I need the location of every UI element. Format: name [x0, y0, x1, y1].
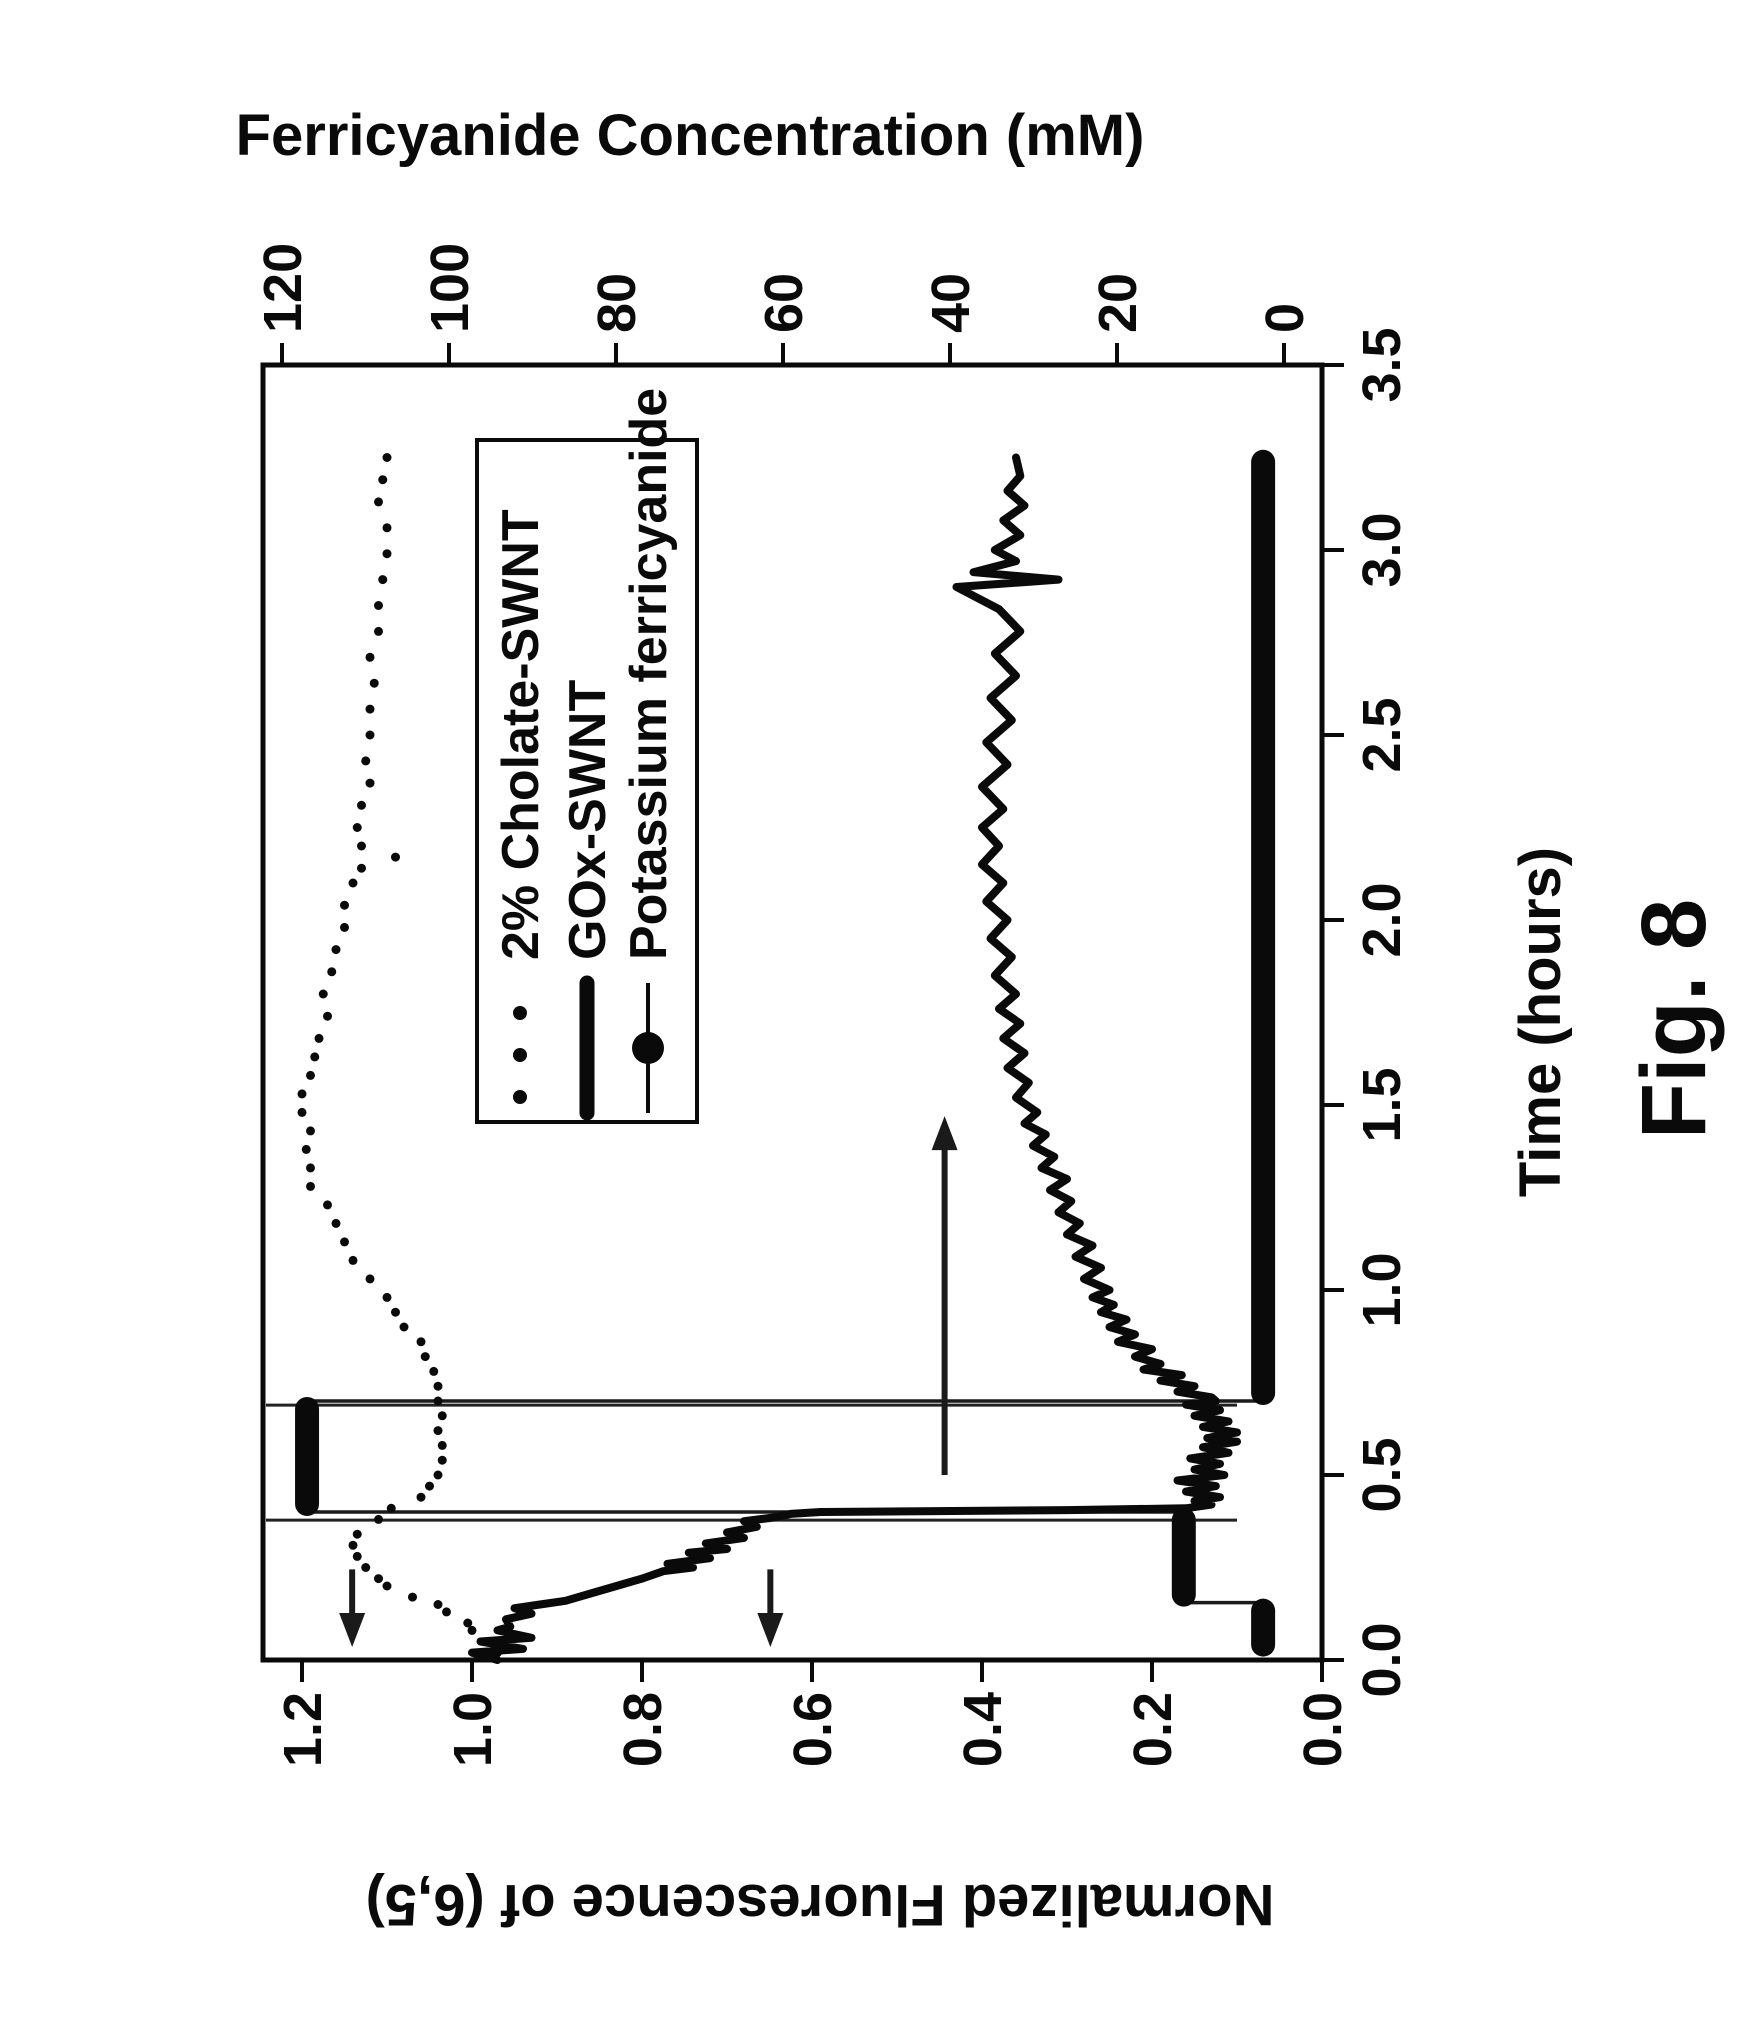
svg-text:100: 100: [420, 243, 480, 333]
fluorescence-axis-title: Normalized Fluorescence of (6,5): [366, 1872, 1275, 1937]
legend-box: [475, 438, 699, 1124]
series-gox-swnt: [468, 453, 1241, 1664]
svg-text:0.6: 0.6: [783, 1692, 843, 1767]
svg-text:80: 80: [587, 273, 647, 333]
injection-event-lines: [266, 1403, 1237, 1522]
legend-item-cholate: 2% Cholate-SWNT: [492, 509, 550, 1104]
fluorescence-axis-ticks: 0.0 0.2 0.4 0.6 0.8 1.0 1.2: [273, 1660, 1353, 1767]
svg-text:3.0: 3.0: [1352, 512, 1412, 587]
plot-frame: [260, 362, 1325, 1663]
svg-text:0: 0: [1255, 303, 1315, 333]
line-circle-marker-icon: [632, 983, 664, 1113]
legend-label-gox: GOx-SWNT: [559, 680, 617, 960]
svg-text:1.5: 1.5: [1352, 1067, 1412, 1142]
svg-text:40: 40: [921, 273, 981, 333]
concentration-axis-title: Ferricyanide Concentration (mM): [236, 103, 1145, 168]
dotted-line-marker-icon: [513, 1006, 527, 1104]
svg-text:0.8: 0.8: [613, 1692, 673, 1767]
legend-item-ferricyanide: Potassium ferricyanide: [620, 388, 678, 1113]
legend-item-gox: GOx-SWNT: [559, 680, 617, 1121]
svg-text:1.0: 1.0: [443, 1692, 503, 1767]
svg-text:0.0: 0.0: [1352, 1622, 1412, 1697]
series-potassium-ferricyanide: [295, 449, 1276, 1657]
svg-text:2.5: 2.5: [1352, 697, 1412, 772]
legend-label-ferricyanide: Potassium ferricyanide: [620, 388, 678, 960]
svg-text:20: 20: [1088, 273, 1148, 333]
svg-text:1.2: 1.2: [273, 1692, 333, 1767]
series-cholate-swnt: [297, 453, 502, 1658]
figure-caption: Fig. 8: [1623, 899, 1725, 1139]
svg-text:3.5: 3.5: [1352, 327, 1412, 402]
svg-text:60: 60: [754, 273, 814, 333]
svg-text:0.2: 0.2: [1123, 1692, 1183, 1767]
svg-text:2.0: 2.0: [1352, 882, 1412, 957]
svg-text:0.4: 0.4: [953, 1692, 1013, 1767]
time-axis-ticks: 0.0 0.5 1.0 1.5 2.0 2.5 3.0 3.5: [1322, 327, 1412, 1698]
svg-text:0.0: 0.0: [1293, 1692, 1353, 1767]
svg-text:0.5: 0.5: [1352, 1437, 1412, 1512]
svg-text:1.0: 1.0: [1352, 1252, 1412, 1327]
annotation-arrows: [339, 1116, 958, 1648]
svg-text:120: 120: [253, 243, 313, 333]
legend-label-cholate: 2% Cholate-SWNT: [492, 509, 550, 960]
concentration-axis-ticks: 0 20 40 60 80 100 120: [253, 243, 1315, 365]
legend: 2% Cholate-SWNT GOx-SWNT Potassium ferri…: [475, 388, 699, 1124]
time-axis-title: Time (hours): [1508, 847, 1573, 1197]
